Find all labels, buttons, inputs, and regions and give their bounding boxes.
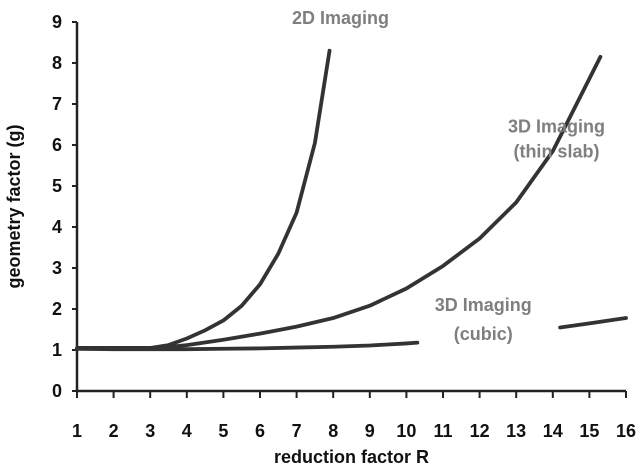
x-tick-label: 1 [72, 421, 82, 441]
y-tick-label: 3 [52, 258, 62, 278]
y-tick-label: 2 [52, 299, 62, 319]
x-axis-title: reduction factor R [274, 447, 429, 467]
x-tick-label: 14 [543, 421, 563, 441]
x-tick-label: 2 [109, 421, 119, 441]
series-line-3 [75, 340, 420, 352]
x-tick-label: 11 [433, 421, 452, 441]
y-tick-label: 8 [52, 53, 62, 73]
annotation-label-5: (cubic) [454, 324, 513, 344]
annotation-label-2: 3D Imaging [508, 117, 605, 137]
y-tick-label: 0 [52, 381, 62, 401]
x-ticks: 1 2 3 4 5 6 7 8 9 10 11 12 13 14 15 16 [72, 391, 636, 441]
x-tick-label: 9 [365, 421, 375, 441]
y-ticks: 0 1 2 3 4 5 6 7 8 9 [52, 12, 77, 401]
y-tick-label: 4 [52, 217, 62, 237]
x-tick-label: 10 [396, 421, 416, 441]
x-tick-label: 16 [616, 421, 636, 441]
y-axis-title: geometry factor (g) [4, 124, 24, 288]
x-tick-label: 8 [328, 421, 338, 441]
series-layer [75, 48, 628, 352]
series-line-1 [75, 48, 332, 350]
y-tick-label: 5 [52, 176, 62, 196]
x-tick-label: 3 [145, 421, 155, 441]
annotation-label-4: 3D Imaging [435, 295, 532, 315]
y-tick-label: 1 [52, 340, 62, 360]
x-tick-label: 12 [470, 421, 490, 441]
x-tick-label: 4 [182, 421, 192, 441]
annotation-layer: 2D Imaging 3D Imaging (thin slab) 3D Imagin… [292, 8, 605, 344]
y-tick-label: 7 [52, 94, 62, 114]
annotation-label-3: (thin slab) [513, 141, 599, 161]
x-tick-label: 5 [218, 421, 228, 441]
y-tick-label: 9 [52, 12, 62, 32]
x-tick-label: 13 [506, 421, 526, 441]
x-tick-label: 6 [255, 421, 265, 441]
x-tick-label: 15 [579, 421, 599, 441]
x-tick-label: 7 [292, 421, 302, 441]
y-tick-label: 6 [52, 135, 62, 155]
annotation-label-1: 2D Imaging [292, 8, 389, 28]
series-line-4 [558, 316, 628, 330]
